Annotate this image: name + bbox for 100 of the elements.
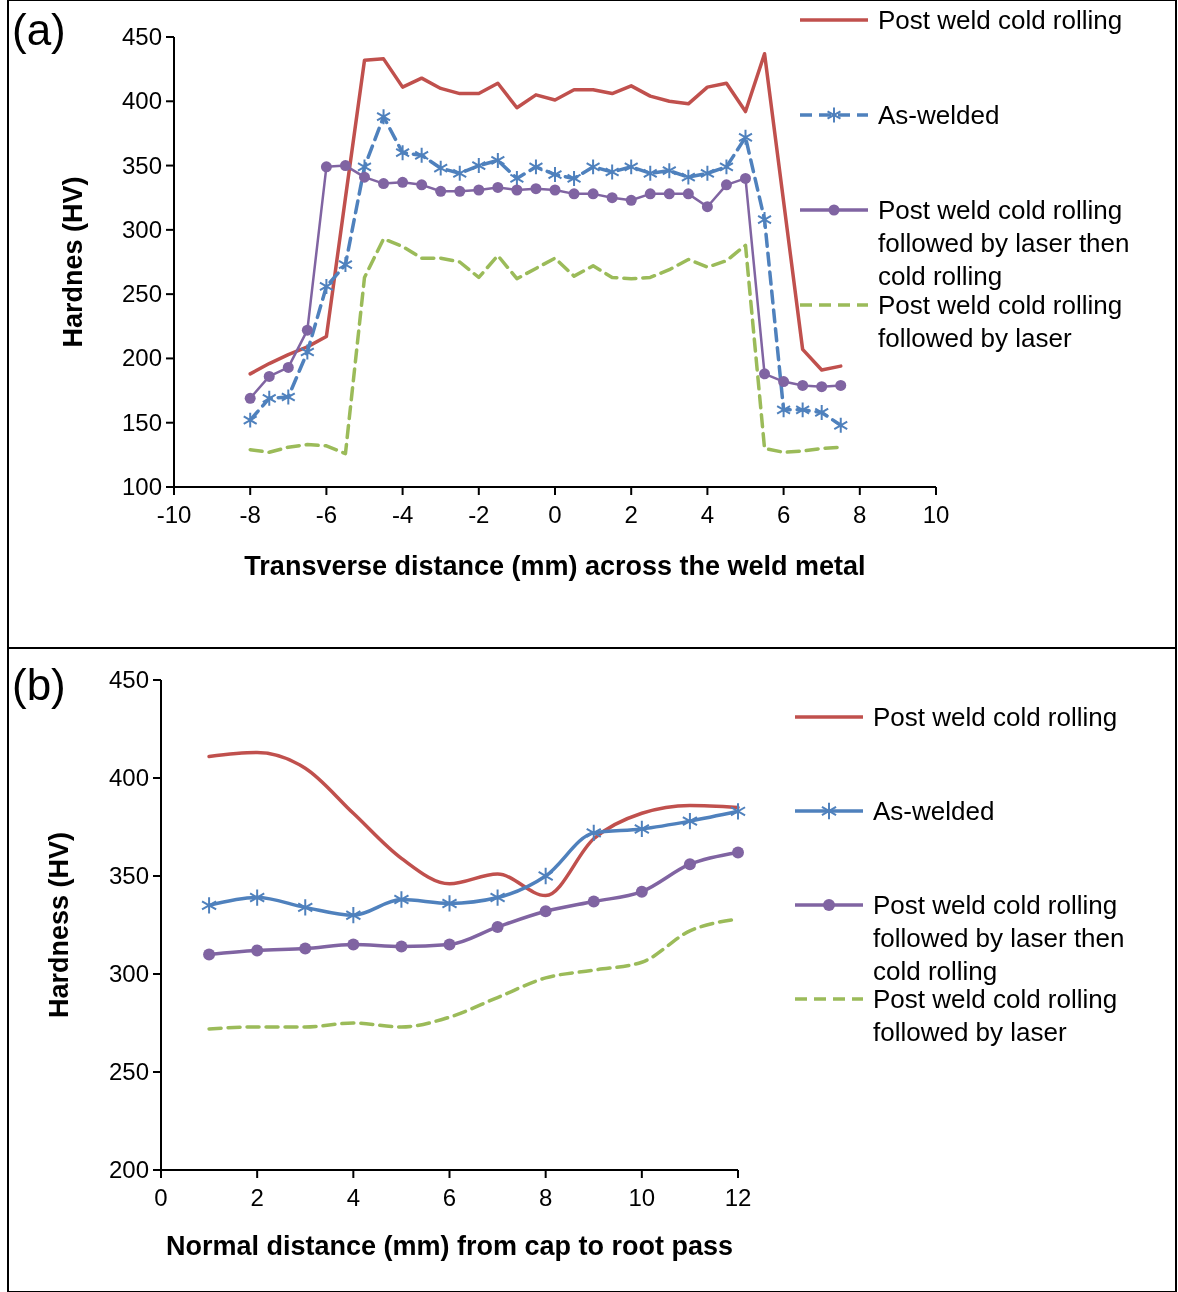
point: [299, 942, 312, 955]
point: [454, 185, 466, 197]
point: [414, 146, 430, 164]
x-tick-label: 12: [724, 1184, 752, 1211]
point: [606, 192, 618, 204]
legend-label: Post weld cold rolling: [873, 702, 1118, 732]
point: [359, 171, 370, 183]
y-tick-label: 200: [108, 1156, 149, 1183]
point: [491, 920, 504, 933]
y-tick-label: 300: [108, 960, 149, 987]
point: [395, 144, 411, 162]
point: [681, 811, 698, 831]
legend-label: As-welded: [873, 796, 995, 826]
y-tick-label: 450: [121, 23, 162, 50]
point: [320, 161, 332, 173]
point: [776, 401, 792, 419]
point: [587, 895, 600, 908]
legend-label: As-welded: [878, 100, 1000, 130]
point: [339, 160, 351, 172]
y-tick-label: 100: [121, 473, 162, 500]
point: [244, 392, 256, 404]
point: [814, 403, 830, 421]
point: [635, 885, 648, 898]
point: [757, 211, 773, 229]
point: [435, 185, 447, 197]
point: [471, 157, 487, 175]
x-tick-label: 6: [776, 501, 791, 528]
point: [568, 188, 580, 200]
x-tick-label: 8: [853, 501, 867, 528]
x-tick-label: -10: [156, 501, 192, 528]
chart-title: (a): [12, 5, 66, 54]
point: [537, 866, 554, 886]
point: [249, 888, 266, 907]
y-tick-label: 250: [121, 280, 162, 308]
y-tick-label: 450: [108, 666, 149, 693]
point: [251, 944, 264, 957]
point: [443, 938, 456, 951]
point: [623, 158, 639, 176]
point: [732, 846, 744, 859]
point: [492, 181, 504, 193]
point: [473, 184, 485, 196]
point: [816, 381, 828, 393]
point: [797, 379, 809, 391]
x-tick-label: 6: [442, 1184, 457, 1211]
legend-label: Post weld cold rolling followed by laser then cold rolling: [878, 195, 1130, 291]
x-tick-label: 10: [628, 1184, 656, 1211]
point: [318, 277, 334, 295]
point: [680, 168, 696, 186]
point: [203, 948, 216, 961]
y-tick-label: 300: [121, 215, 162, 243]
point: [661, 162, 677, 180]
point: [833, 416, 849, 434]
point: [263, 370, 275, 382]
point: [795, 401, 811, 419]
point: [395, 940, 408, 953]
legend-label: Post weld cold rolling: [878, 5, 1123, 35]
point: [416, 179, 428, 191]
x-tick-label: -2: [468, 501, 490, 528]
point: [347, 938, 360, 951]
point: [720, 179, 732, 191]
x-tick-label: -6: [315, 501, 338, 528]
line-series: [207, 750, 740, 898]
y-tick-label: 400: [108, 764, 149, 791]
x-tick-label: 4: [700, 501, 715, 528]
point: [345, 906, 362, 925]
point: [778, 376, 790, 388]
point: [490, 151, 506, 169]
y-tick-label: 350: [108, 862, 149, 889]
point: [759, 368, 771, 380]
y-tick-label: 250: [108, 1058, 149, 1085]
point: [433, 159, 449, 177]
point: [201, 896, 218, 915]
point: [701, 201, 713, 213]
point: [282, 361, 294, 373]
point: [585, 823, 602, 843]
point: [261, 389, 277, 407]
legend-label: Post weld cold rolling followed by laser: [873, 984, 1118, 1047]
point: [547, 166, 563, 184]
point: [539, 905, 552, 918]
point: [718, 158, 734, 176]
point: [397, 176, 409, 188]
legend-label: Post weld cold rolling followed by laser: [878, 290, 1123, 353]
y-tick-label: 150: [121, 408, 162, 436]
point: [549, 184, 561, 196]
point: [489, 888, 506, 907]
x-tick-label: -8: [239, 501, 261, 528]
point: [378, 178, 390, 190]
x-tick-label: 0: [154, 1184, 168, 1211]
point: [683, 858, 696, 871]
point: [682, 188, 694, 200]
point: [299, 343, 315, 361]
point: [729, 802, 747, 821]
point: [242, 411, 258, 429]
point: [452, 164, 468, 182]
point: [566, 169, 582, 187]
point: [604, 163, 620, 181]
point: [530, 183, 542, 195]
point: [528, 158, 544, 176]
point: [644, 188, 656, 200]
point: [509, 169, 525, 187]
